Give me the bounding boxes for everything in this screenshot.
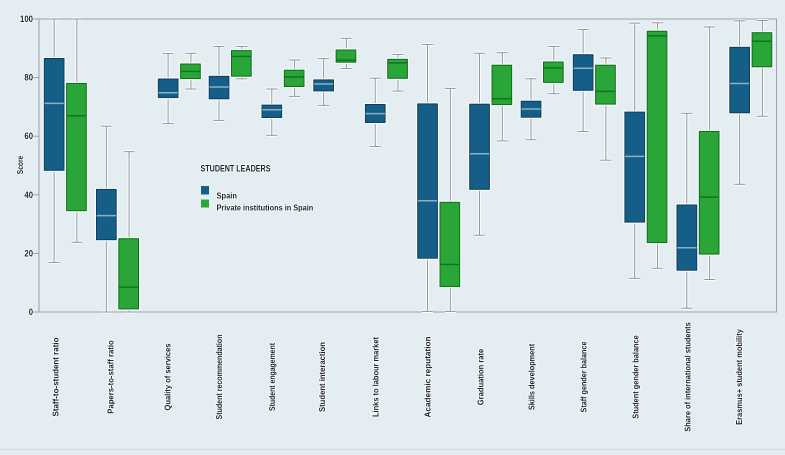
svg-text:80: 80 — [24, 73, 33, 83]
svg-text:40: 40 — [24, 190, 33, 200]
svg-text:Score: Score — [15, 156, 25, 175]
svg-text:Links to labour market: Links to labour market — [371, 337, 380, 417]
svg-text:Private institutions in Spain: Private institutions in Spain — [217, 204, 314, 213]
svg-text:Skills development: Skills development — [527, 344, 536, 411]
svg-text:Erasmus+ student mobility: Erasmus+ student mobility — [735, 329, 744, 425]
svg-text:Share of international student: Share of international students — [683, 322, 692, 432]
svg-text:Graduation rate: Graduation rate — [476, 348, 485, 405]
svg-text:100: 100 — [20, 14, 33, 24]
svg-text:Staff gender balance: Staff gender balance — [579, 341, 588, 412]
svg-text:60: 60 — [24, 131, 33, 141]
svg-text:Student interaction: Student interaction — [318, 342, 327, 412]
svg-text:STUDENT LEADERS: STUDENT LEADERS — [201, 164, 271, 174]
svg-text:20: 20 — [24, 248, 33, 258]
svg-text:Staff-to-student ratio: Staff-to-student ratio — [51, 337, 60, 416]
svg-text:Quality of services: Quality of services — [163, 343, 172, 411]
svg-text:Spain: Spain — [217, 192, 238, 201]
svg-text:Student gender balance: Student gender balance — [631, 335, 640, 419]
svg-text:Student recommendation: Student recommendation — [215, 334, 224, 419]
svg-text:Academic reputation: Academic reputation — [423, 336, 432, 417]
svg-text:Papers-to-staff ratio: Papers-to-staff ratio — [106, 340, 115, 414]
svg-text:0: 0 — [29, 307, 33, 317]
svg-text:Student engagement: Student engagement — [268, 343, 277, 411]
